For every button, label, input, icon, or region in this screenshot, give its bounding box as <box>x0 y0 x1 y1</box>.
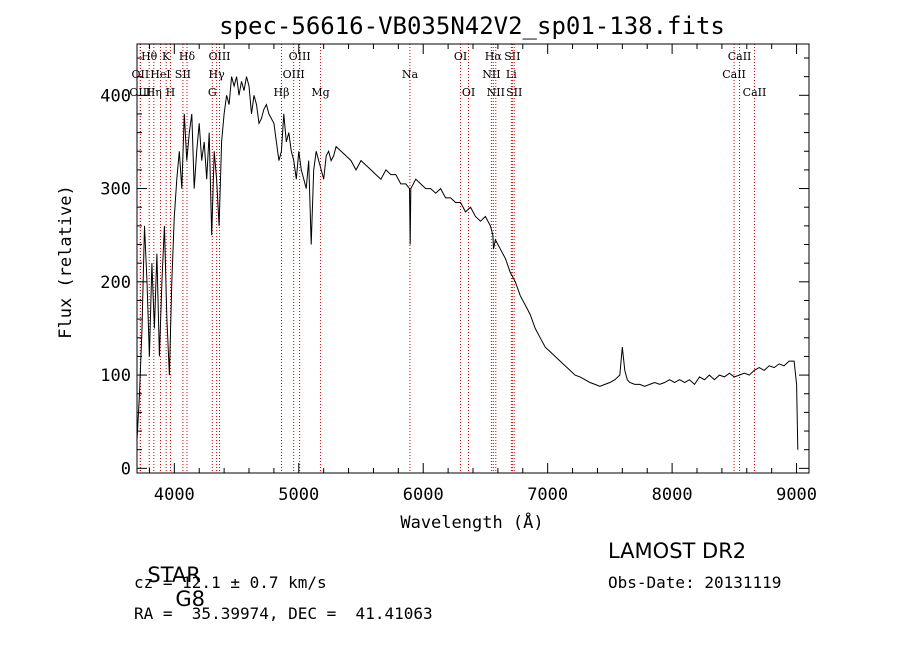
obs-date-text: Obs-Date: 20131119 <box>608 573 782 592</box>
line-label: SII <box>506 86 522 99</box>
line-label: OIII <box>208 50 230 63</box>
x-tick-label: 7000 <box>527 485 568 505</box>
y-tick-label: 300 <box>100 180 131 200</box>
x-tick-label: 9000 <box>776 485 817 505</box>
line-label: Hθ <box>141 50 158 63</box>
x-tick-label: 4000 <box>154 485 195 505</box>
line-label: Hδ <box>179 50 196 63</box>
x-tick-label: 6000 <box>403 485 444 505</box>
line-label: H <box>166 86 176 99</box>
line-label: Hη <box>146 86 162 99</box>
line-label: OI <box>462 86 475 99</box>
y-tick-label: 400 <box>100 86 131 106</box>
plot-frame <box>136 43 810 474</box>
line-label: OIII <box>283 68 305 81</box>
class-label: STAR <box>147 563 201 587</box>
line-label: SII <box>504 50 520 63</box>
line-label: Hγ <box>209 68 226 81</box>
line-label: NII <box>487 86 505 99</box>
line-label: Na <box>402 68 419 81</box>
y-tick-label: 0 <box>121 459 131 479</box>
y-axis-label: Flux (relative) <box>56 185 76 339</box>
line-label: Hβ <box>274 86 290 99</box>
x-axis-label: Wavelength (Å) <box>400 511 543 533</box>
x-tick-label: 8000 <box>652 485 693 505</box>
line-label: HeI <box>150 68 170 81</box>
line-label: K <box>162 50 171 63</box>
line-label: Mg <box>311 86 329 99</box>
object-class: STAR G8 <box>134 539 205 611</box>
redshift-text: cz = 12.1 ± 0.7 km/s <box>134 573 327 592</box>
chart-title: spec-56616-VB035N42V2_sp01-138.fits <box>219 12 725 40</box>
line-label: G <box>208 86 217 99</box>
line-label: CaII <box>728 50 752 63</box>
line-label: CaII <box>743 86 767 99</box>
axis-ticks: 4000 5000 6000 7000 8000 9000 0 100 200 300 400 <box>100 44 817 505</box>
subclass-label: G8 <box>175 587 205 611</box>
line-label: CaII <box>722 68 746 81</box>
y-tick-label: 200 <box>100 273 131 293</box>
coordinates-text: RA = 35.39974, DEC = 41.41063 <box>134 604 433 623</box>
line-label: Hα <box>485 50 503 63</box>
x-tick-label: 5000 <box>278 485 319 505</box>
line-label: OIII <box>289 50 311 63</box>
line-label: SII <box>175 68 191 81</box>
y-tick-label: 100 <box>100 366 131 386</box>
survey-label: LAMOST DR2 <box>608 539 747 563</box>
line-label: NII <box>482 68 500 81</box>
spectrum-series <box>136 76 799 450</box>
line-label: Li <box>506 68 517 81</box>
line-label: OI <box>454 50 467 63</box>
